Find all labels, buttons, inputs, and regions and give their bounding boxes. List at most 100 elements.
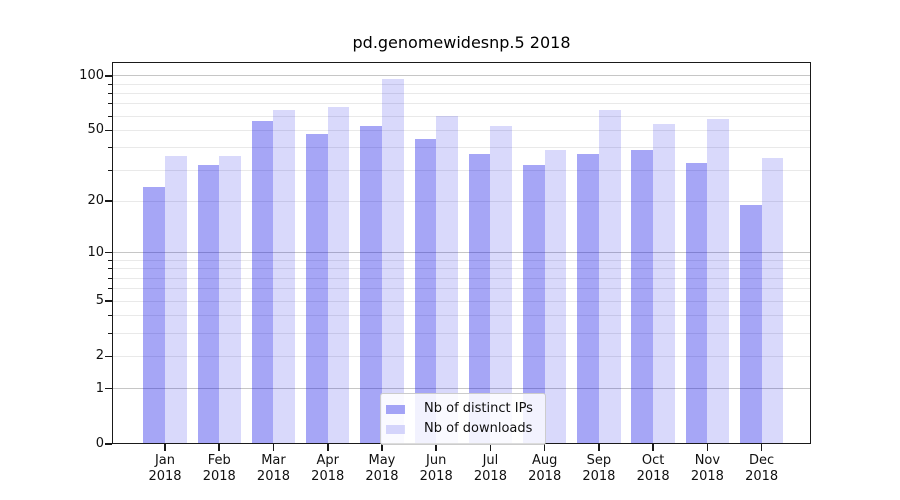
x-tick-label: Oct 2018 bbox=[636, 453, 670, 484]
y-axis-minor-tick bbox=[108, 288, 112, 290]
x-axis-tick bbox=[489, 444, 492, 451]
x-axis-tick bbox=[598, 444, 600, 451]
bar-downloads bbox=[436, 116, 458, 444]
y-tick-label: 10 bbox=[87, 244, 104, 260]
y-axis-minor-tick bbox=[108, 115, 112, 117]
bar-distinct-ips bbox=[577, 153, 599, 444]
bar-downloads bbox=[544, 149, 567, 444]
bar-distinct-ips bbox=[522, 165, 545, 444]
y-tick-label: 100 bbox=[79, 67, 104, 83]
y-axis-tick bbox=[105, 355, 112, 358]
y-gridline-minor bbox=[112, 147, 811, 149]
x-tick-label: Nov 2018 bbox=[690, 453, 724, 484]
bar-distinct-ips bbox=[414, 138, 437, 444]
y-gridline-minor bbox=[112, 315, 811, 317]
y-gridline-minor bbox=[112, 332, 811, 334]
x-axis-tick bbox=[435, 444, 437, 451]
x-axis-tick bbox=[272, 444, 275, 451]
y-gridline-minor bbox=[112, 288, 811, 290]
x-axis-tick bbox=[706, 444, 709, 451]
y-axis-minor-tick bbox=[108, 83, 112, 85]
y-gridline-major bbox=[112, 75, 811, 77]
y-axis-minor-tick bbox=[108, 103, 112, 105]
legend-label-distinct-ips: Nb of distinct IPs bbox=[424, 401, 533, 416]
y-gridline-minor bbox=[112, 103, 811, 105]
y-gridline-minor bbox=[112, 355, 811, 357]
bar-distinct-ips bbox=[251, 121, 274, 444]
y-gridline-major bbox=[112, 252, 811, 254]
x-tick-label: Jan 2018 bbox=[148, 453, 182, 484]
bar-distinct-ips bbox=[468, 153, 491, 444]
y-tick-label: 5 bbox=[95, 293, 104, 309]
bar-downloads bbox=[273, 109, 296, 444]
y-axis-minor-tick bbox=[108, 315, 112, 317]
legend-label-downloads: Nb of downloads bbox=[424, 421, 533, 436]
x-tick-label: Dec 2018 bbox=[745, 453, 779, 484]
bar-distinct-ips bbox=[739, 205, 762, 444]
x-axis-tick bbox=[543, 444, 546, 451]
y-gridline-major bbox=[112, 388, 811, 390]
bar-distinct-ips bbox=[360, 125, 382, 444]
chart-title: pd.genomewidesnp.5 2018 bbox=[352, 33, 571, 52]
y-gridline-minor bbox=[112, 83, 811, 85]
bar-downloads bbox=[653, 124, 675, 444]
x-tick-label: Aug 2018 bbox=[528, 453, 562, 484]
y-axis-minor-tick bbox=[108, 268, 112, 270]
bar-downloads bbox=[761, 158, 784, 444]
y-axis-tick bbox=[105, 387, 112, 390]
y-gridline-minor bbox=[112, 277, 811, 279]
x-axis-tick bbox=[381, 444, 383, 451]
y-axis-tick bbox=[105, 75, 112, 77]
bar-distinct-ips bbox=[306, 133, 328, 444]
bar-downloads bbox=[598, 109, 621, 444]
x-tick-label: May 2018 bbox=[365, 453, 399, 484]
x-tick-label: Sep 2018 bbox=[582, 453, 616, 484]
bar-downloads bbox=[219, 155, 241, 444]
y-axis-minor-tick bbox=[108, 92, 112, 94]
y-axis-minor-tick bbox=[108, 277, 112, 279]
x-axis-tick bbox=[760, 444, 763, 451]
bar-downloads bbox=[707, 118, 730, 444]
y-tick-label: 0 bbox=[95, 436, 104, 451]
bar-downloads bbox=[327, 107, 350, 444]
legend-item-downloads: Nb of downloads bbox=[386, 419, 539, 439]
y-tick-label: 1 bbox=[95, 380, 104, 396]
x-axis-tick bbox=[652, 444, 654, 451]
y-gridline-minor bbox=[112, 129, 811, 131]
x-tick-label: Apr 2018 bbox=[311, 453, 345, 484]
bar-downloads bbox=[381, 79, 404, 444]
bar-downloads bbox=[165, 155, 187, 444]
legend: Nb of distinct IPs Nb of downloads bbox=[380, 393, 546, 445]
x-tick-label: Mar 2018 bbox=[256, 453, 291, 484]
y-tick-label: 50 bbox=[87, 122, 104, 138]
y-tick-label: 20 bbox=[87, 193, 104, 209]
bar-distinct-ips bbox=[143, 187, 165, 444]
x-tick-label: Jun 2018 bbox=[419, 453, 453, 484]
x-axis-tick bbox=[218, 444, 221, 451]
y-axis-minor-tick bbox=[108, 259, 112, 261]
y-gridline-minor bbox=[112, 259, 811, 261]
legend-swatch-distinct-ips bbox=[386, 404, 405, 414]
y-axis-minor-tick bbox=[108, 169, 112, 171]
bar-downloads bbox=[490, 125, 513, 444]
y-axis-tick bbox=[105, 200, 112, 202]
y-gridline-minor bbox=[112, 115, 811, 117]
y-gridline-minor bbox=[112, 169, 811, 171]
y-axis-tick bbox=[105, 251, 112, 254]
bar-distinct-ips bbox=[631, 149, 654, 444]
y-axis-minor-tick bbox=[108, 147, 112, 149]
x-axis-tick bbox=[326, 444, 329, 451]
x-tick-label: Feb 2018 bbox=[202, 453, 236, 484]
legend-item-distinct-ips: Nb of distinct IPs bbox=[386, 399, 539, 419]
y-axis-minor-tick bbox=[108, 332, 112, 334]
y-axis-tick bbox=[105, 129, 112, 132]
y-gridline-minor bbox=[112, 200, 811, 202]
legend-swatch-downloads bbox=[386, 424, 405, 434]
y-tick-label: 2 bbox=[95, 348, 104, 364]
y-gridline-minor bbox=[112, 268, 811, 270]
y-axis-tick bbox=[105, 300, 112, 302]
y-gridline-minor bbox=[112, 92, 811, 94]
y-gridline-minor bbox=[112, 300, 811, 302]
bar-distinct-ips bbox=[197, 165, 220, 444]
